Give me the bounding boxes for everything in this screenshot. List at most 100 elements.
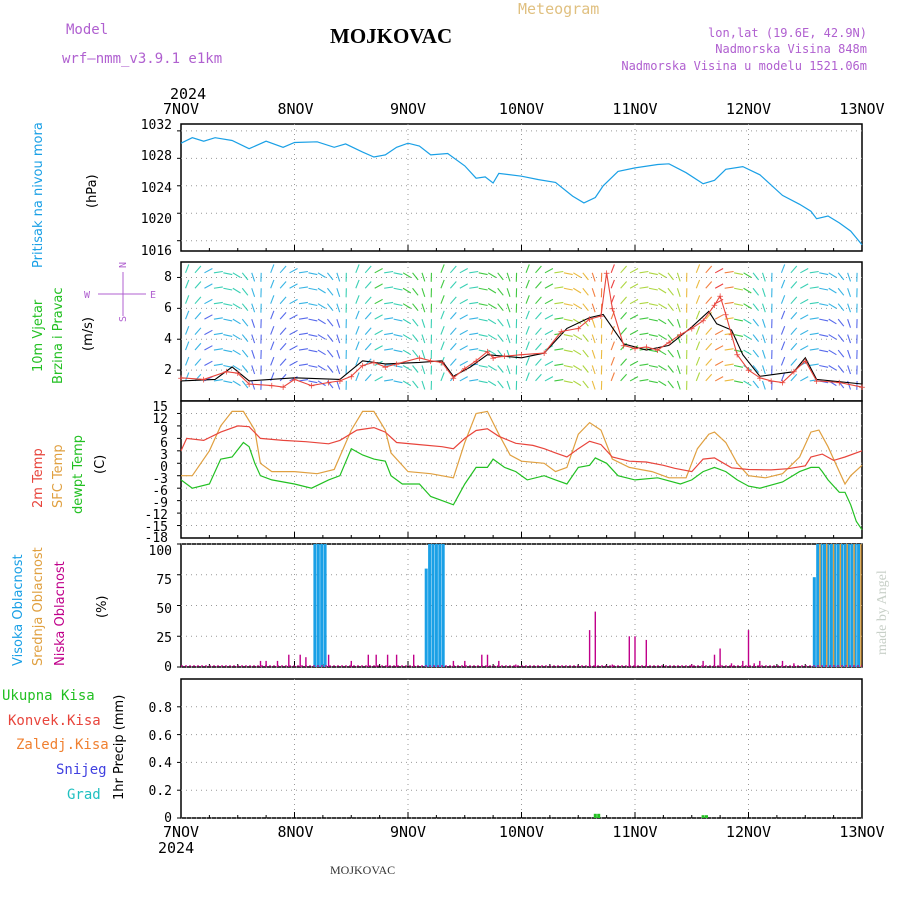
- meteogram-label: Meteogram: [518, 0, 599, 18]
- wind-tick-8: 8: [164, 270, 172, 285]
- wind-barb: [336, 334, 341, 344]
- wind-speed-marker: +: [427, 357, 435, 367]
- wind-barb: [421, 303, 426, 313]
- wind-barb: [620, 327, 628, 335]
- wind-barb: [828, 365, 837, 371]
- wind-speed-marker: +: [291, 375, 299, 385]
- wind-barb: [506, 272, 511, 282]
- wind-barb: [554, 270, 564, 274]
- cloud-labels: Visoka Oblacnost Srednja Oblacnost Niska…: [11, 547, 110, 666]
- wind-barb: [469, 348, 479, 351]
- cloud-low-bar: [753, 663, 755, 667]
- wind-barb: [610, 341, 615, 351]
- wind-barb: [676, 365, 681, 375]
- cloud-high-bar: [840, 544, 844, 667]
- wind-speed-marker: +: [382, 363, 390, 373]
- wind-barb: [402, 272, 412, 278]
- wind-barb: [384, 286, 394, 289]
- wind-barb: [714, 376, 724, 382]
- wind-barb: [440, 341, 445, 351]
- footer-station: MOJKOVAC: [330, 863, 395, 877]
- wind-barb: [393, 318, 403, 322]
- cloud-low-bar: [498, 660, 500, 667]
- cloud-low-bar: [702, 660, 704, 667]
- wind-barb: [790, 358, 798, 366]
- wind-barb: [336, 272, 341, 282]
- wind-barb: [185, 326, 190, 335]
- wind-speed-marker: +: [688, 324, 696, 334]
- wind-barb: [336, 349, 341, 359]
- wind-speed-marker: +: [603, 269, 611, 279]
- x-tick-bottom-4: 11NOV: [612, 823, 657, 841]
- wind-barb: [241, 287, 249, 296]
- wind-barb: [421, 365, 426, 375]
- wind-barb: [800, 345, 809, 351]
- pressure-tick-1016: 1016: [141, 244, 172, 259]
- cloud-low-bar: [386, 654, 389, 667]
- wind-barb: [847, 318, 852, 328]
- wind-barb: [780, 264, 786, 274]
- temp-sfc-line: [181, 410, 863, 486]
- wind-speed-marker: +: [359, 361, 367, 371]
- wind-barb: [308, 318, 318, 322]
- cloud-high-bar: [853, 544, 857, 667]
- pressure-tick-1032: 1032: [141, 118, 172, 133]
- temp-tick-m12: -12: [145, 508, 168, 523]
- wind-barb: [554, 348, 564, 351]
- x-tick-top-3: 10NOV: [499, 100, 544, 118]
- wind-barb: [676, 272, 681, 282]
- wind-barb: [554, 317, 564, 320]
- wind-barb: [506, 380, 511, 390]
- wind-barb: [847, 365, 852, 375]
- wind-barb: [780, 356, 786, 366]
- wind-barb: [298, 379, 308, 382]
- wind-barb: [695, 295, 701, 304]
- wind-barb: [421, 272, 426, 282]
- wind-label-a: 10m Vjetar: [31, 299, 46, 372]
- wind-barb: [734, 287, 744, 291]
- wind-barb: [752, 334, 760, 342]
- cloud-tick-0: 0: [164, 660, 172, 675]
- wind-barb: [469, 301, 479, 305]
- wind-barb: [563, 272, 573, 276]
- wind-barb: [223, 364, 233, 368]
- wind-barb: [213, 301, 223, 305]
- x-tick-top-2: 9NOV: [390, 100, 426, 118]
- wind-barb: [298, 348, 308, 351]
- wind-barb: [676, 288, 681, 297]
- wind-barb: [213, 363, 223, 367]
- wind-barb: [204, 283, 213, 289]
- precip-tick-08: 0.8: [149, 701, 172, 716]
- wind-barb: [667, 365, 674, 373]
- wind-barb: [459, 376, 468, 382]
- wind-barb: [251, 288, 256, 297]
- wind-barb: [639, 270, 649, 274]
- wind-barb: [364, 342, 372, 351]
- wind-barb: [705, 358, 713, 366]
- wind-barb: [364, 281, 372, 289]
- year-bottom: 2024: [158, 839, 194, 857]
- wind-barb: [800, 268, 809, 274]
- precip-label-hail: Grad: [67, 787, 101, 803]
- pressure-labels: Pritisak na nivou mora (hPa): [31, 122, 100, 268]
- wind-barb: [563, 380, 573, 384]
- wind-barb: [336, 288, 341, 297]
- wind-barb: [497, 334, 504, 342]
- wind-barb: [279, 296, 287, 305]
- wind-barb: [837, 287, 845, 296]
- cloud-low-bar: [367, 654, 369, 667]
- wind-barb: [298, 317, 308, 320]
- wind-barb: [714, 268, 724, 274]
- wind-barb: [270, 341, 275, 351]
- wind-barb: [648, 272, 658, 276]
- wind-barb: [780, 372, 786, 382]
- wind-speed-marker: +: [643, 343, 651, 353]
- wind-barb: [525, 372, 530, 382]
- cloud-low-bar: [265, 660, 267, 667]
- wind-barb: [847, 334, 852, 344]
- wind-tick-6: 6: [164, 301, 172, 316]
- cloud-high-bar: [857, 544, 861, 667]
- wind-barb: [364, 312, 372, 320]
- wind-barb: [326, 318, 334, 327]
- wind-barb: [573, 334, 582, 340]
